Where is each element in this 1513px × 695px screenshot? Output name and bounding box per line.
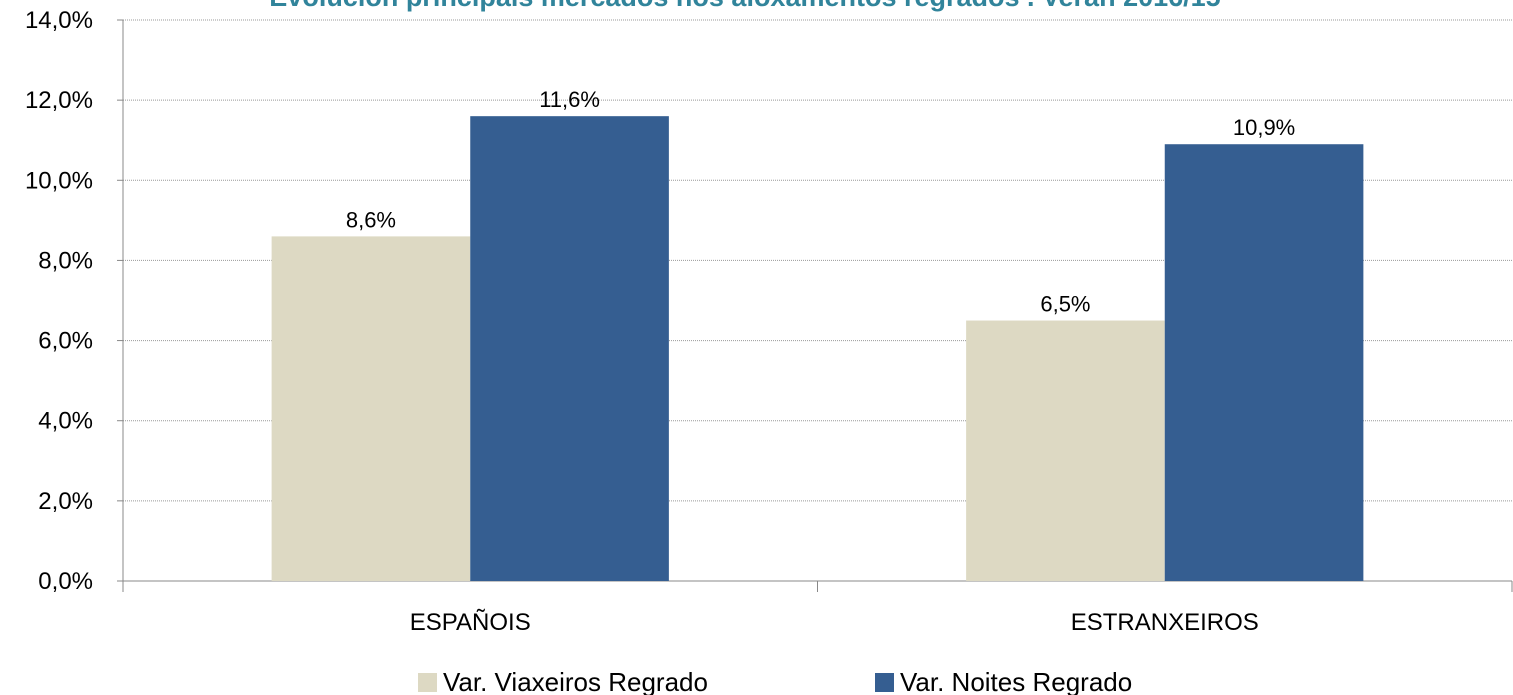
bar bbox=[1164, 144, 1364, 581]
x-tick-label: ESTRANXEIROS bbox=[1071, 609, 1259, 636]
y-tick-label: 0,0% bbox=[38, 568, 93, 595]
bar bbox=[271, 236, 471, 581]
legend-swatch bbox=[875, 673, 894, 692]
legend-label: Var. Noites Regrado bbox=[900, 667, 1132, 695]
data-label: 6,5% bbox=[1040, 292, 1090, 317]
x-tick-label: ESPAÑOIS bbox=[410, 609, 531, 636]
y-tick-label: 4,0% bbox=[38, 408, 93, 435]
data-label: 11,6% bbox=[539, 87, 600, 112]
y-tick-label: 10,0% bbox=[25, 167, 93, 194]
legend-swatch bbox=[418, 673, 437, 692]
y-tick-label: 6,0% bbox=[38, 328, 93, 355]
legend-label: Var. Viaxeiros Regrado bbox=[443, 667, 708, 695]
data-label: 10,9% bbox=[1233, 115, 1295, 140]
data-label: 8,6% bbox=[346, 207, 396, 232]
y-tick-label: 2,0% bbox=[38, 488, 93, 515]
y-tick-label: 12,0% bbox=[25, 87, 93, 114]
bar bbox=[966, 320, 1165, 581]
chart-title: Evolución principais mercados nos aloxam… bbox=[269, 0, 1220, 12]
bar bbox=[470, 116, 669, 582]
y-tick-label: 8,0% bbox=[38, 247, 93, 274]
y-tick-label: 14,0% bbox=[25, 7, 93, 34]
